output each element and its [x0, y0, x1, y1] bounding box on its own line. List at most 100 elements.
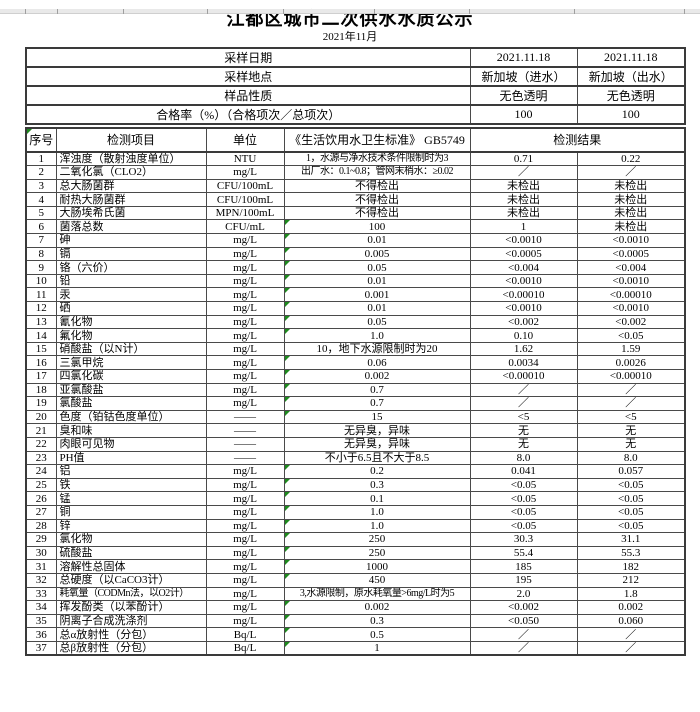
cell-no: 15	[25, 341, 57, 357]
cell-no: 19	[25, 396, 57, 411]
cell-standard: 1.0	[283, 504, 471, 520]
cell-standard: 3,水源限制，原水耗氧量>6mg/L时为5	[283, 586, 471, 602]
cell-item: 铝	[55, 464, 207, 479]
cell-unit: mg/L	[205, 586, 285, 602]
cell-r2: 未检出	[576, 219, 686, 235]
summary-label: 采样日期	[25, 47, 471, 68]
cell-r2: <5	[576, 409, 686, 425]
cell-no: 37	[25, 640, 57, 656]
cell-standard: 1.0	[283, 518, 471, 534]
cell-no: 8	[25, 246, 57, 262]
column-boundary-tick	[283, 9, 284, 14]
cell-standard: 0.001	[283, 287, 471, 303]
cell-unit: mg/L	[205, 477, 285, 493]
cell-standard: 0.2	[283, 464, 471, 479]
cell-unit: Bq/L	[205, 640, 285, 656]
table-row: 8 镉 mg/L 0.005 <0.0005 <0.0005	[25, 246, 686, 262]
cell-r2: <0.004	[576, 260, 686, 275]
cell-no: 7	[25, 233, 57, 248]
cell-item: 镉	[55, 246, 207, 262]
cell-no: 18	[25, 382, 57, 398]
cell-item: 三氯甲烷	[55, 355, 207, 370]
cell-no: 5	[25, 205, 57, 221]
cell-unit: mg/L	[205, 233, 285, 248]
cell-unit: mg/L	[205, 314, 285, 330]
cell-item: 亚氯酸盐	[55, 382, 207, 398]
cell-unit: mg/L	[205, 165, 285, 180]
table-row: 9 铬（六价） mg/L 0.05 <0.004 <0.004	[25, 260, 686, 275]
cell-r2: 0.057	[576, 464, 686, 479]
cell-r2: <0.05	[576, 504, 686, 520]
table-row: 33 耗氧量（CODMn法，以O2计） mg/L 3,水源限制，原水耗氧量>6mg/L…	[25, 586, 686, 602]
table-row: 37 总β放射性（分包） Bq/L 1 ／／	[25, 640, 686, 656]
summary-col2: 2021.11.18	[576, 47, 686, 68]
cell-no: 12	[25, 301, 57, 316]
summary-col1: 2021.11.18	[469, 47, 578, 68]
cell-standard: 0.7	[283, 396, 471, 411]
cell-standard: 0.01	[283, 273, 471, 289]
table-header-row: 序号 检测项目 单位 《生活饮用水卫生标准》 GB5749 检测结果	[25, 127, 686, 153]
cell-r2: <0.0010	[576, 233, 686, 248]
cell-r2: <0.05	[576, 518, 686, 534]
cell-unit: mg/L	[205, 396, 285, 411]
table-row: 28 锌 mg/L 1.0 <0.05 <0.05	[25, 518, 686, 534]
cell-r2: <0.0005	[576, 246, 686, 262]
cell-r1: 1	[469, 219, 578, 235]
cell-item: 挥发酚类（以苯酚计）	[55, 600, 207, 615]
cell-r1: <0.00010	[469, 369, 578, 384]
cell-item: 砷	[55, 233, 207, 248]
cell-standard: 100	[283, 219, 471, 235]
cell-item: 氟化物	[55, 328, 207, 343]
cell-standard: 0.002	[283, 369, 471, 384]
cell-r1: <0.0005	[469, 246, 578, 262]
cell-no: 29	[25, 532, 57, 547]
cell-r1: 0.71	[469, 151, 578, 167]
table-row: 21 臭和味 —— 无异臭，异味无无	[25, 423, 686, 438]
cell-r1: <0.0010	[469, 273, 578, 289]
page-title: 江都区城市二次供水水质公示	[226, 9, 474, 29]
cell-item: 浑浊度（散射浊度单位）	[55, 151, 207, 167]
cell-no: 22	[25, 436, 57, 452]
table-row: 4 耐热大肠菌群 CFU/100mL 不得检出 未检出 未检出	[25, 192, 686, 207]
cell-standard: 0.002	[283, 600, 471, 615]
cell-no: 28	[25, 518, 57, 534]
table-row: 7 砷 mg/L 0.01 <0.0010 <0.0010	[25, 233, 686, 248]
cell-no: 31	[25, 559, 57, 574]
cell-item: 总β放射性（分包）	[55, 640, 207, 656]
header-unit: 单位	[205, 127, 285, 153]
cell-r1: 8.0	[469, 450, 578, 466]
cell-standard: 1.0	[283, 328, 471, 343]
summary-row: 采样地点 新加坡（进水） 新加坡（出水）	[25, 66, 686, 87]
cell-item: 耗氧量（CODMn法，以O2计）	[55, 586, 207, 602]
cell-unit: mg/L	[205, 301, 285, 316]
cell-unit: mg/L	[205, 341, 285, 357]
cell-item: 硒	[55, 301, 207, 316]
cell-r2: <0.00010	[576, 369, 686, 384]
cell-item: 总α放射性（分包）	[55, 627, 207, 642]
cell-no: 2	[25, 165, 57, 180]
cell-no: 14	[25, 328, 57, 343]
cell-r2: 182	[576, 559, 686, 574]
cell-no: 3	[25, 178, 57, 194]
cell-r1: <5	[469, 409, 578, 425]
cell-r1: <0.0010	[469, 233, 578, 248]
cell-r2: 55.3	[576, 545, 686, 561]
summary-col2: 无色透明	[576, 85, 686, 106]
cell-standard: 不得检出	[283, 205, 471, 221]
cell-item: 铅	[55, 273, 207, 289]
cell-item: 铁	[55, 477, 207, 493]
cell-r2: 0.060	[576, 613, 686, 629]
cell-unit: NTU	[205, 151, 285, 167]
cell-r1: <0.05	[469, 491, 578, 506]
cell-standard: 0.3	[283, 477, 471, 493]
cell-no: 36	[25, 627, 57, 642]
cell-unit: ——	[205, 409, 285, 425]
cell-no: 20	[25, 409, 57, 425]
table-row: 16 三氯甲烷 mg/L 0.06 0.0034 0.0026	[25, 355, 686, 370]
cell-no: 21	[25, 423, 57, 438]
cell-r2: 1.59	[576, 341, 686, 357]
cell-standard: 1	[283, 640, 471, 656]
summary-label: 采样地点	[25, 66, 471, 87]
cell-item: 氯化物	[55, 532, 207, 547]
column-boundary-tick	[25, 9, 26, 14]
